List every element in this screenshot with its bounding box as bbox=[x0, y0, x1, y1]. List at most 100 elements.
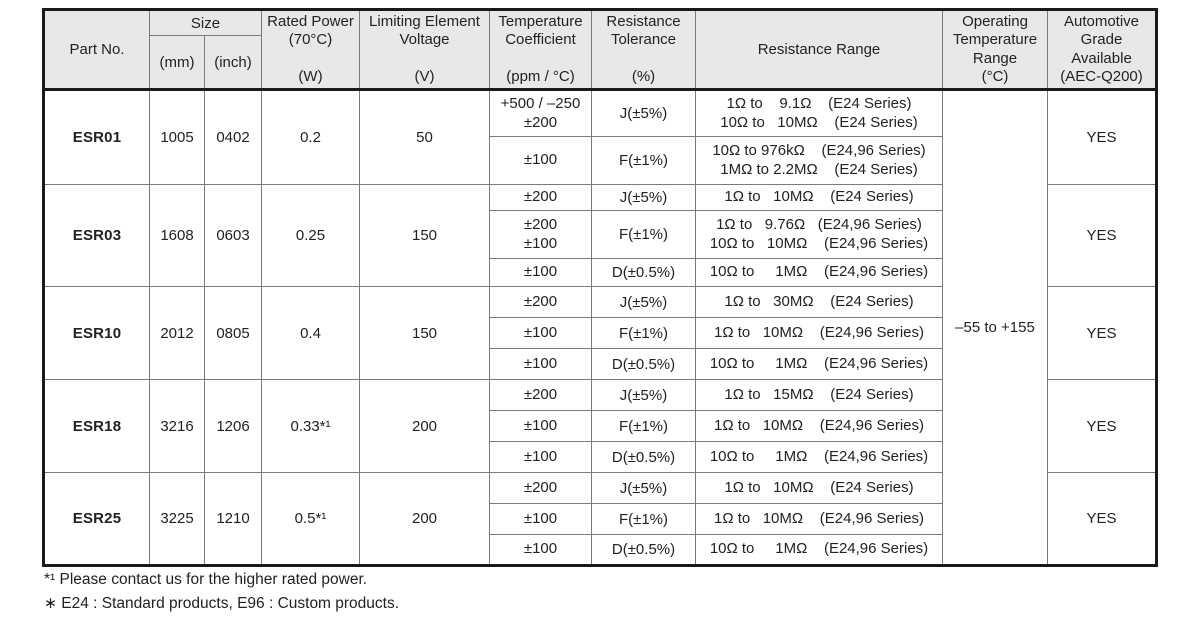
cell-size-mm: 1005 bbox=[149, 89, 205, 185]
cell-part-no: ESR01 bbox=[43, 89, 150, 185]
cell-size-mm: 3225 bbox=[149, 472, 205, 566]
cell-tolerance: J(±5%) bbox=[591, 472, 696, 504]
cell-tempco: ±100 bbox=[489, 258, 592, 287]
cell-voltage: 200 bbox=[359, 472, 490, 566]
cell-voltage: 200 bbox=[359, 379, 490, 473]
cell-tempco: ±100 bbox=[489, 348, 592, 380]
cell-size-inch: 1206 bbox=[204, 379, 262, 473]
cell-auto-grade: YES bbox=[1047, 184, 1157, 287]
resistor-spec-table: Part No. Size Rated Power (70°C) (W) Lim… bbox=[42, 8, 1158, 567]
cell-size-inch: 1210 bbox=[204, 472, 262, 566]
cell-tolerance: J(±5%) bbox=[591, 89, 696, 137]
cell-size-inch: 0402 bbox=[204, 89, 262, 185]
footnotes: *¹ Please contact us for the higher rate… bbox=[44, 568, 399, 616]
table-row: ±100 D(±0.5%) 10Ω to 1MΩ (E24,96 Series) bbox=[44, 258, 1157, 287]
header-automotive-grade: Automotive Grade Available (AEC-Q200) bbox=[1047, 9, 1157, 90]
cell-resistance-range: 10Ω to 1MΩ (E24,96 Series) bbox=[695, 441, 943, 473]
footnote-series: ∗ E24 : Standard products, E96 : Custom … bbox=[44, 595, 400, 613]
cell-part-no: ESR25 bbox=[43, 472, 150, 566]
cell-tolerance: D(±0.5%) bbox=[591, 348, 696, 380]
cell-rated-power: 0.33*¹ bbox=[261, 379, 360, 473]
cell-tolerance: F(±1%) bbox=[591, 210, 696, 259]
cell-rated-power: 0.5*¹ bbox=[261, 472, 360, 566]
cell-resistance-range: 1Ω to 10MΩ (E24,96 Series) bbox=[695, 410, 943, 442]
cell-part-no: ESR10 bbox=[43, 286, 150, 380]
header-operating-temp: Operating Temperature Range (°C) bbox=[942, 9, 1048, 90]
cell-size-mm: 3216 bbox=[149, 379, 205, 473]
cell-resistance-range: 1Ω to 10MΩ (E24,96 Series) bbox=[695, 503, 943, 535]
cell-resistance-range: 10Ω to 976kΩ (E24,96 Series) 1MΩ to 2.2M… bbox=[695, 136, 943, 185]
cell-resistance-range: 1Ω to 10MΩ (E24 Series) bbox=[695, 472, 943, 504]
cell-rated-power: 0.25 bbox=[261, 184, 360, 287]
header-size-mm: (mm) bbox=[149, 35, 205, 90]
header-limiting-voltage: Limiting Element Voltage (V) bbox=[359, 9, 490, 90]
cell-operating-temp: –55 to +155 bbox=[942, 89, 1048, 566]
cell-tempco: ±200 bbox=[489, 379, 592, 411]
cell-tolerance: J(±5%) bbox=[591, 184, 696, 211]
cell-tempco: ±200 bbox=[489, 472, 592, 504]
cell-tempco: ±200 bbox=[489, 286, 592, 318]
header-part-no: Part No. bbox=[43, 9, 150, 90]
cell-tempco: ±100 bbox=[489, 410, 592, 442]
cell-tolerance: F(±1%) bbox=[591, 317, 696, 349]
table-row: ±200 ±100 F(±1%) 1Ω to 9.76Ω (E24,96 Ser… bbox=[44, 210, 1157, 259]
table-row: ESR25 3225 1210 0.5*¹ 200 ±200 J(±5%) 1Ω… bbox=[43, 472, 1157, 566]
cell-tempco: ±100 bbox=[489, 534, 592, 566]
cell-auto-grade: YES bbox=[1047, 472, 1157, 566]
cell-resistance-range: 1Ω to 9.1Ω (E24 Series) 10Ω to 10MΩ (E24… bbox=[695, 89, 943, 137]
header-size-inch: (inch) bbox=[204, 35, 262, 90]
header-size: Size bbox=[149, 9, 262, 36]
cell-tempco: ±200 ±100 bbox=[489, 210, 592, 259]
table-row: ESR03 1608 0603 0.25 150 ±200 J(±5%) 1Ω … bbox=[43, 184, 1157, 287]
cell-tempco: ±200 bbox=[489, 184, 592, 211]
table-row: ±100 D(±0.5%) 10Ω to 1MΩ (E24,96 Series) bbox=[44, 534, 1157, 566]
cell-auto-grade: YES bbox=[1047, 89, 1157, 185]
cell-resistance-range: 1Ω to 10MΩ (E24,96 Series) bbox=[695, 317, 943, 349]
cell-part-no: ESR03 bbox=[43, 184, 150, 287]
cell-tempco: ±100 bbox=[489, 317, 592, 349]
table-row: ±100 F(±1%) 10Ω to 976kΩ (E24,96 Series)… bbox=[44, 136, 1157, 185]
cell-size-inch: 0805 bbox=[204, 286, 262, 380]
cell-voltage: 150 bbox=[359, 286, 490, 380]
cell-tempco: ±100 bbox=[489, 503, 592, 535]
header-rated-power: Rated Power (70°C) (W) bbox=[261, 9, 360, 90]
cell-tolerance: D(±0.5%) bbox=[591, 534, 696, 566]
cell-auto-grade: YES bbox=[1047, 379, 1157, 473]
cell-resistance-range: 1Ω to 9.76Ω (E24,96 Series) 10Ω to 10MΩ … bbox=[695, 210, 943, 259]
cell-rated-power: 0.4 bbox=[261, 286, 360, 380]
table-row: ±100 F(±1%) 1Ω to 10MΩ (E24,96 Series) bbox=[44, 503, 1157, 535]
cell-tolerance: J(±5%) bbox=[591, 286, 696, 318]
cell-rated-power: 0.2 bbox=[261, 89, 360, 185]
cell-resistance-range: 10Ω to 1MΩ (E24,96 Series) bbox=[695, 258, 943, 287]
cell-size-mm: 1608 bbox=[149, 184, 205, 287]
cell-size-inch: 0603 bbox=[204, 184, 262, 287]
cell-tolerance: F(±1%) bbox=[591, 410, 696, 442]
table-row: ESR18 3216 1206 0.33*¹ 200 ±200 J(±5%) 1… bbox=[43, 379, 1157, 473]
cell-part-no: ESR18 bbox=[43, 379, 150, 473]
header-resistance-tolerance: Resistance Tolerance (%) bbox=[591, 9, 696, 90]
header-resistance-range: Resistance Range bbox=[695, 9, 943, 90]
cell-resistance-range: 10Ω to 1MΩ (E24,96 Series) bbox=[695, 534, 943, 566]
cell-tempco: ±100 bbox=[489, 441, 592, 473]
cell-size-mm: 2012 bbox=[149, 286, 205, 380]
cell-voltage: 50 bbox=[359, 89, 490, 185]
cell-tolerance: F(±1%) bbox=[591, 503, 696, 535]
table-header: Part No. Size Rated Power (70°C) (W) Lim… bbox=[43, 9, 1157, 90]
cell-tolerance: J(±5%) bbox=[591, 379, 696, 411]
header-temp-coefficient: Temperature Coefficient (ppm / °C) bbox=[489, 9, 592, 90]
cell-resistance-range: 1Ω to 15MΩ (E24 Series) bbox=[695, 379, 943, 411]
cell-tempco: +500 / –250 ±200 bbox=[489, 89, 592, 137]
cell-tempco: ±100 bbox=[489, 136, 592, 185]
cell-voltage: 150 bbox=[359, 184, 490, 287]
footnote-rated-power: *¹ Please contact us for the higher rate… bbox=[44, 571, 368, 588]
cell-resistance-range: 1Ω to 10MΩ (E24 Series) bbox=[695, 184, 943, 211]
cell-resistance-range: 10Ω to 1MΩ (E24,96 Series) bbox=[695, 348, 943, 380]
cell-resistance-range: 1Ω to 30MΩ (E24 Series) bbox=[695, 286, 943, 318]
cell-tolerance: D(±0.5%) bbox=[591, 441, 696, 473]
cell-tolerance: F(±1%) bbox=[591, 136, 696, 185]
table-row: ESR01 1005 0402 0.2 50 +500 / –250 ±200 … bbox=[43, 89, 1157, 566]
cell-tolerance: D(±0.5%) bbox=[591, 258, 696, 287]
cell-auto-grade: YES bbox=[1047, 286, 1157, 380]
table-body: ESR01 1005 0402 0.2 50 +500 / –250 ±200 … bbox=[43, 89, 1157, 566]
